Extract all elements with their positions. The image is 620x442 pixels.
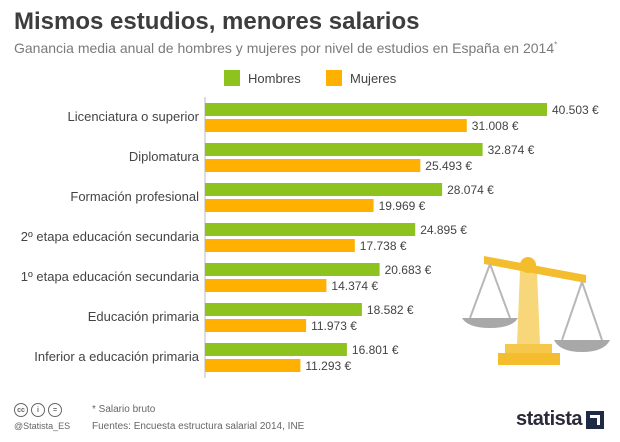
data-label-hombres: 24.895 € bbox=[420, 223, 467, 237]
cc-icon: cc bbox=[14, 403, 28, 417]
bar-hombres bbox=[205, 263, 380, 276]
nd-icon: = bbox=[48, 403, 62, 417]
category-label: Diplomatura bbox=[129, 149, 200, 164]
category-label: Educación primaria bbox=[88, 309, 200, 324]
bar-mujeres bbox=[205, 319, 307, 332]
bar-hombres bbox=[205, 183, 443, 196]
legend: Hombres Mujeres bbox=[0, 70, 620, 90]
bar-mujeres bbox=[205, 119, 467, 132]
statista-logo[interactable]: statista bbox=[516, 408, 605, 431]
category-label: Licenciatura o superior bbox=[67, 109, 199, 124]
category-label: 1º etapa educación secundaria bbox=[21, 269, 200, 284]
license-icons: cc i = bbox=[14, 403, 62, 417]
bar-hombres bbox=[205, 103, 547, 116]
bar-mujeres bbox=[205, 359, 301, 372]
data-label-hombres: 40.503 € bbox=[552, 103, 599, 117]
chart-subtitle: Ganancia media anual de hombres y mujere… bbox=[14, 40, 557, 56]
legend-swatch-mujeres bbox=[326, 70, 342, 86]
data-label-hombres: 28.074 € bbox=[447, 183, 494, 197]
legend-item-hombres: Hombres bbox=[224, 70, 301, 86]
data-label-mujeres: 11.293 € bbox=[305, 359, 351, 373]
data-label-hombres: 32.874 € bbox=[488, 143, 535, 157]
data-label-mujeres: 14.374 € bbox=[331, 279, 378, 293]
by-icon: i bbox=[31, 403, 45, 417]
bar-hombres bbox=[205, 143, 483, 156]
subtitle-footnote-mark: * bbox=[554, 40, 558, 50]
legend-label-hombres: Hombres bbox=[248, 70, 301, 86]
data-label-mujeres: 11.973 € bbox=[311, 319, 357, 333]
bar-chart: Licenciatura o superior 40.503 € 31.008 € D… bbox=[21, 97, 610, 378]
bar-hombres bbox=[205, 343, 347, 356]
bar-mujeres bbox=[205, 199, 374, 212]
data-label-hombres: 16.801 € bbox=[352, 343, 399, 357]
subtitle-text: Ganancia media anual de hombres y mujere… bbox=[14, 40, 555, 56]
statista-logo-icon bbox=[586, 410, 605, 429]
balance-scale-icon bbox=[462, 256, 610, 365]
bar-hombres bbox=[205, 303, 362, 316]
data-label-mujeres: 31.008 € bbox=[472, 119, 519, 133]
twitter-handle: @Statista_ES bbox=[14, 421, 71, 431]
logo-text: statista bbox=[516, 408, 583, 430]
data-label-mujeres: 19.969 € bbox=[379, 199, 426, 213]
legend-swatch-hombres bbox=[224, 70, 240, 86]
category-label: Inferior a educación primaria bbox=[34, 349, 200, 364]
footnote: * Salario bruto bbox=[92, 404, 156, 415]
data-label-hombres: 18.582 € bbox=[367, 303, 414, 317]
chart-title: Mismos estudios, menores salarios bbox=[14, 8, 420, 35]
data-label-mujeres: 25.493 € bbox=[425, 159, 472, 173]
sources: Fuentes: Encuesta estructura salarial 20… bbox=[92, 421, 305, 432]
bar-mujeres bbox=[205, 159, 421, 172]
category-label: Formación profesional bbox=[70, 189, 199, 204]
bar-hombres bbox=[205, 223, 416, 236]
data-label-mujeres: 17.738 € bbox=[360, 239, 407, 253]
bar-mujeres bbox=[205, 279, 327, 292]
category-label: 2º etapa educación secundaria bbox=[21, 229, 200, 244]
bar-mujeres bbox=[205, 239, 355, 252]
data-label-hombres: 20.683 € bbox=[385, 263, 432, 277]
legend-label-mujeres: Mujeres bbox=[350, 70, 397, 86]
legend-item-mujeres: Mujeres bbox=[326, 70, 396, 86]
